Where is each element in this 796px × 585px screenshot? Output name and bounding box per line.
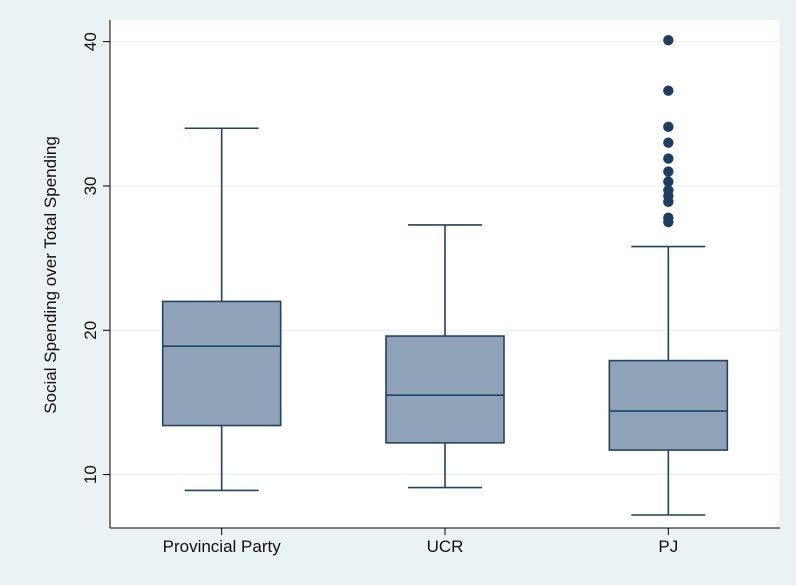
y-tick-label-30: 30 — [81, 177, 100, 196]
x-tick-labels: Provincial Party UCR PJ — [163, 528, 678, 556]
y-tick-label-20: 20 — [81, 321, 100, 340]
box-group-ucr — [385, 224, 505, 489]
box-group-provincial-party — [161, 127, 282, 492]
outlier-point — [663, 212, 674, 223]
outlier-point — [663, 185, 674, 196]
outlier-point — [663, 166, 674, 177]
x-tick-label-pj: PJ — [658, 537, 678, 556]
outlier-point — [663, 35, 674, 46]
iqr-box — [385, 335, 505, 444]
x-tick-label-ucr: UCR — [427, 537, 464, 556]
boxes-layer — [161, 35, 729, 516]
iqr-box — [161, 300, 282, 427]
y-axis-title: Social Spending over Total Spending — [41, 136, 60, 414]
outlier-point — [663, 176, 674, 187]
iqr-box — [608, 359, 729, 451]
y-tick-label-10: 10 — [81, 465, 100, 484]
outlier-point — [663, 85, 674, 96]
x-tick-label-provincial-party: Provincial Party — [163, 537, 282, 556]
y-tick-labels: 10 20 30 40 — [81, 32, 110, 484]
outlier-point — [663, 153, 674, 164]
outlier-point — [663, 137, 674, 148]
outlier-point — [663, 121, 674, 132]
y-tick-label-40: 40 — [81, 32, 100, 51]
box-group-pj — [608, 35, 729, 516]
